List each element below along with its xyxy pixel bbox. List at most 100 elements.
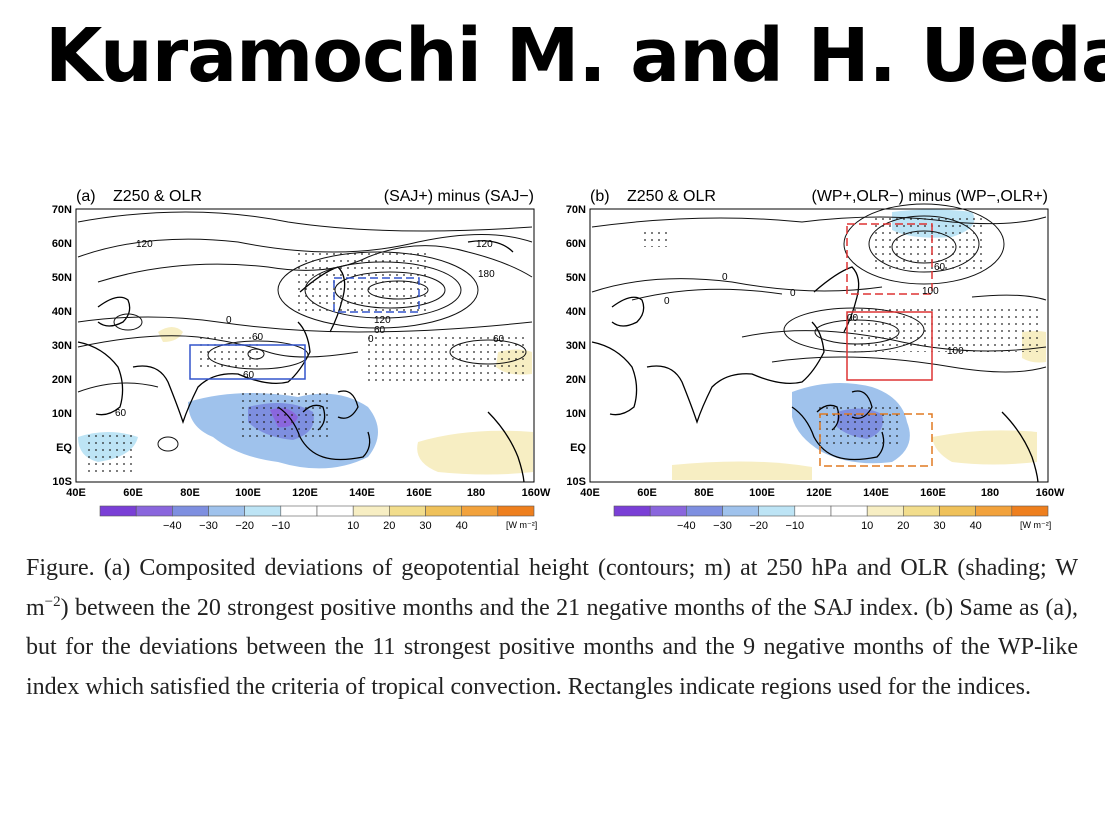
lat-tick: 10N	[566, 408, 586, 420]
lon-tick: 140E	[349, 487, 375, 499]
colorbar-cell	[902, 505, 940, 517]
colorbar-cell	[352, 505, 390, 517]
colorbar-cell	[686, 505, 723, 517]
contour-label: 60	[115, 408, 127, 419]
lat-tick: 30N	[566, 340, 586, 352]
colorbar-tick: 30	[933, 520, 945, 532]
colorbar-cell	[425, 505, 463, 517]
contour-label: 60	[243, 370, 255, 381]
lat-tick: 30N	[52, 340, 72, 352]
panel-a-subtitle: (SAJ+) minus (SAJ−)	[384, 188, 534, 205]
lat-tick: 50N	[566, 272, 586, 284]
olr-positive-shading-small	[158, 327, 183, 342]
map-panel-b-svg: (b) Z250 & OLR (WP+,OLR−) minus (WP−,OLR…	[566, 188, 1065, 532]
colorbar-cell	[975, 505, 1013, 517]
lon-tick: 120E	[806, 487, 832, 499]
colorbar-cell	[722, 505, 760, 517]
map-area-b: 60 100 100 0 0 0 00	[589, 203, 1049, 483]
panel-b-label: (b)	[590, 188, 610, 205]
slide-title: Kuramochi M. and H. Ueda	[45, 13, 1105, 99]
lon-tick: 160E	[920, 487, 946, 499]
lat-tick: 40N	[566, 306, 586, 318]
lon-tick: 60E	[123, 487, 143, 499]
figure-panel-a: (a) Z250 & OLR (SAJ+) minus (SAJ−)	[38, 182, 558, 532]
lon-tick: 160E	[406, 487, 432, 499]
colorbar-tick: 40	[456, 520, 468, 532]
colorbar-tick: −30	[199, 520, 218, 532]
colorbar-ticks-a: −40 −30 −20 −10 10 20 30 40	[163, 520, 468, 532]
panel-a-label: (a)	[76, 188, 96, 205]
significance-stipple-a	[83, 252, 528, 472]
contour-label: 0	[790, 288, 796, 299]
lat-tick: EQ	[56, 442, 72, 454]
saj-north-box	[333, 277, 420, 313]
colorbar-b: −40 −30 −20 −10 10 20 30 40 [W m⁻²]	[613, 505, 1051, 532]
colorbar-cell	[939, 505, 977, 517]
colorbar-cell	[866, 505, 904, 517]
caption-text-1: Figure. (a) Composited deviations of geo…	[26, 555, 1078, 621]
lat-tick: 60N	[52, 238, 72, 250]
colorbar-cell	[388, 505, 426, 517]
colorbar-cell	[461, 505, 499, 517]
contour-label: 60	[252, 332, 264, 343]
colorbar-unit: [W m⁻²]	[506, 520, 537, 530]
lon-tick: 180	[467, 487, 485, 499]
colorbar-tick: 20	[383, 520, 395, 532]
lat-tick: 40N	[52, 306, 72, 318]
colorbar-cell	[649, 505, 687, 517]
lon-tick: 140E	[863, 487, 889, 499]
contour-label: 0	[722, 272, 728, 283]
colorbar-cell	[99, 505, 137, 517]
lat-tick: 10S	[566, 476, 586, 488]
contour-label: 60	[934, 262, 946, 273]
contour-label: 0	[664, 296, 670, 307]
map-panel-a-svg: (a) Z250 & OLR (SAJ+) minus (SAJ−)	[52, 188, 551, 532]
olr-positive-shading	[417, 430, 533, 475]
lat-tick: 50N	[52, 272, 72, 284]
olr-positive-shading-south	[672, 461, 812, 480]
lat-tick: 60N	[566, 238, 586, 250]
map-area-a: 120 120 180 120 60 0 60 60 0 60 60	[75, 208, 535, 483]
colorbar-tick: −20	[749, 520, 768, 532]
colorbar-cells-b	[613, 505, 1049, 517]
colorbar-ticks-b: −40 −30 −20 −10 10 20 30 40	[677, 520, 982, 532]
lon-tick: 120E	[292, 487, 318, 499]
contour-labels-b: 60 100 100 0 0 0 00	[664, 262, 964, 357]
colorbar-cell	[794, 505, 832, 517]
lat-tick: 20N	[566, 374, 586, 386]
colorbar-cell	[1011, 505, 1049, 517]
panel-b-subtitle: (WP+,OLR−) minus (WP−,OLR+)	[812, 188, 1049, 205]
lon-tick: 40E	[66, 487, 86, 499]
colorbar-cell	[758, 505, 796, 517]
lat-tick: 70N	[566, 204, 586, 216]
figure-panel-b: (b) Z250 & OLR (WP+,OLR−) minus (WP−,OLR…	[552, 182, 1072, 532]
olr-positive-shading	[932, 430, 1037, 465]
colorbar-cell	[244, 505, 282, 517]
contour-label: 120	[476, 239, 493, 250]
colorbar-cell	[172, 505, 209, 517]
colorbar-tick: 10	[347, 520, 359, 532]
colorbar-tick: −10	[271, 520, 290, 532]
caption-superscript: −2	[44, 593, 61, 610]
lon-tick: 40E	[580, 487, 600, 499]
contour-label: 120	[136, 239, 153, 250]
colorbar-tick: 40	[970, 520, 982, 532]
lon-tick: 180	[981, 487, 999, 499]
lon-ticks-b: 40E 60E 80E 100E 120E 140E 160E 180 160W	[580, 487, 1065, 499]
colorbar-tick: −20	[235, 520, 254, 532]
lon-tick: 160W	[522, 487, 551, 499]
caption-text-2: ) between the 20 strongest positive mont…	[26, 594, 1078, 700]
lon-tick: 80E	[694, 487, 714, 499]
colorbar-cell	[613, 505, 651, 517]
colorbar-cell	[497, 505, 535, 517]
contour-label: 180	[478, 269, 495, 280]
contour-label: 0	[226, 315, 232, 326]
lat-ticks-b: 70N 60N 50N 40N 30N 20N 10N EQ 10S	[566, 204, 587, 488]
lon-ticks-a: 40E 60E 80E 100E 120E 140E 160E 180 160W	[66, 487, 551, 499]
lat-tick: 20N	[52, 374, 72, 386]
lon-tick: 80E	[180, 487, 200, 499]
wp-north-box	[846, 223, 933, 295]
contour-label: 100	[947, 346, 964, 357]
lon-tick: 100E	[749, 487, 775, 499]
colorbar-tick: −40	[677, 520, 696, 532]
